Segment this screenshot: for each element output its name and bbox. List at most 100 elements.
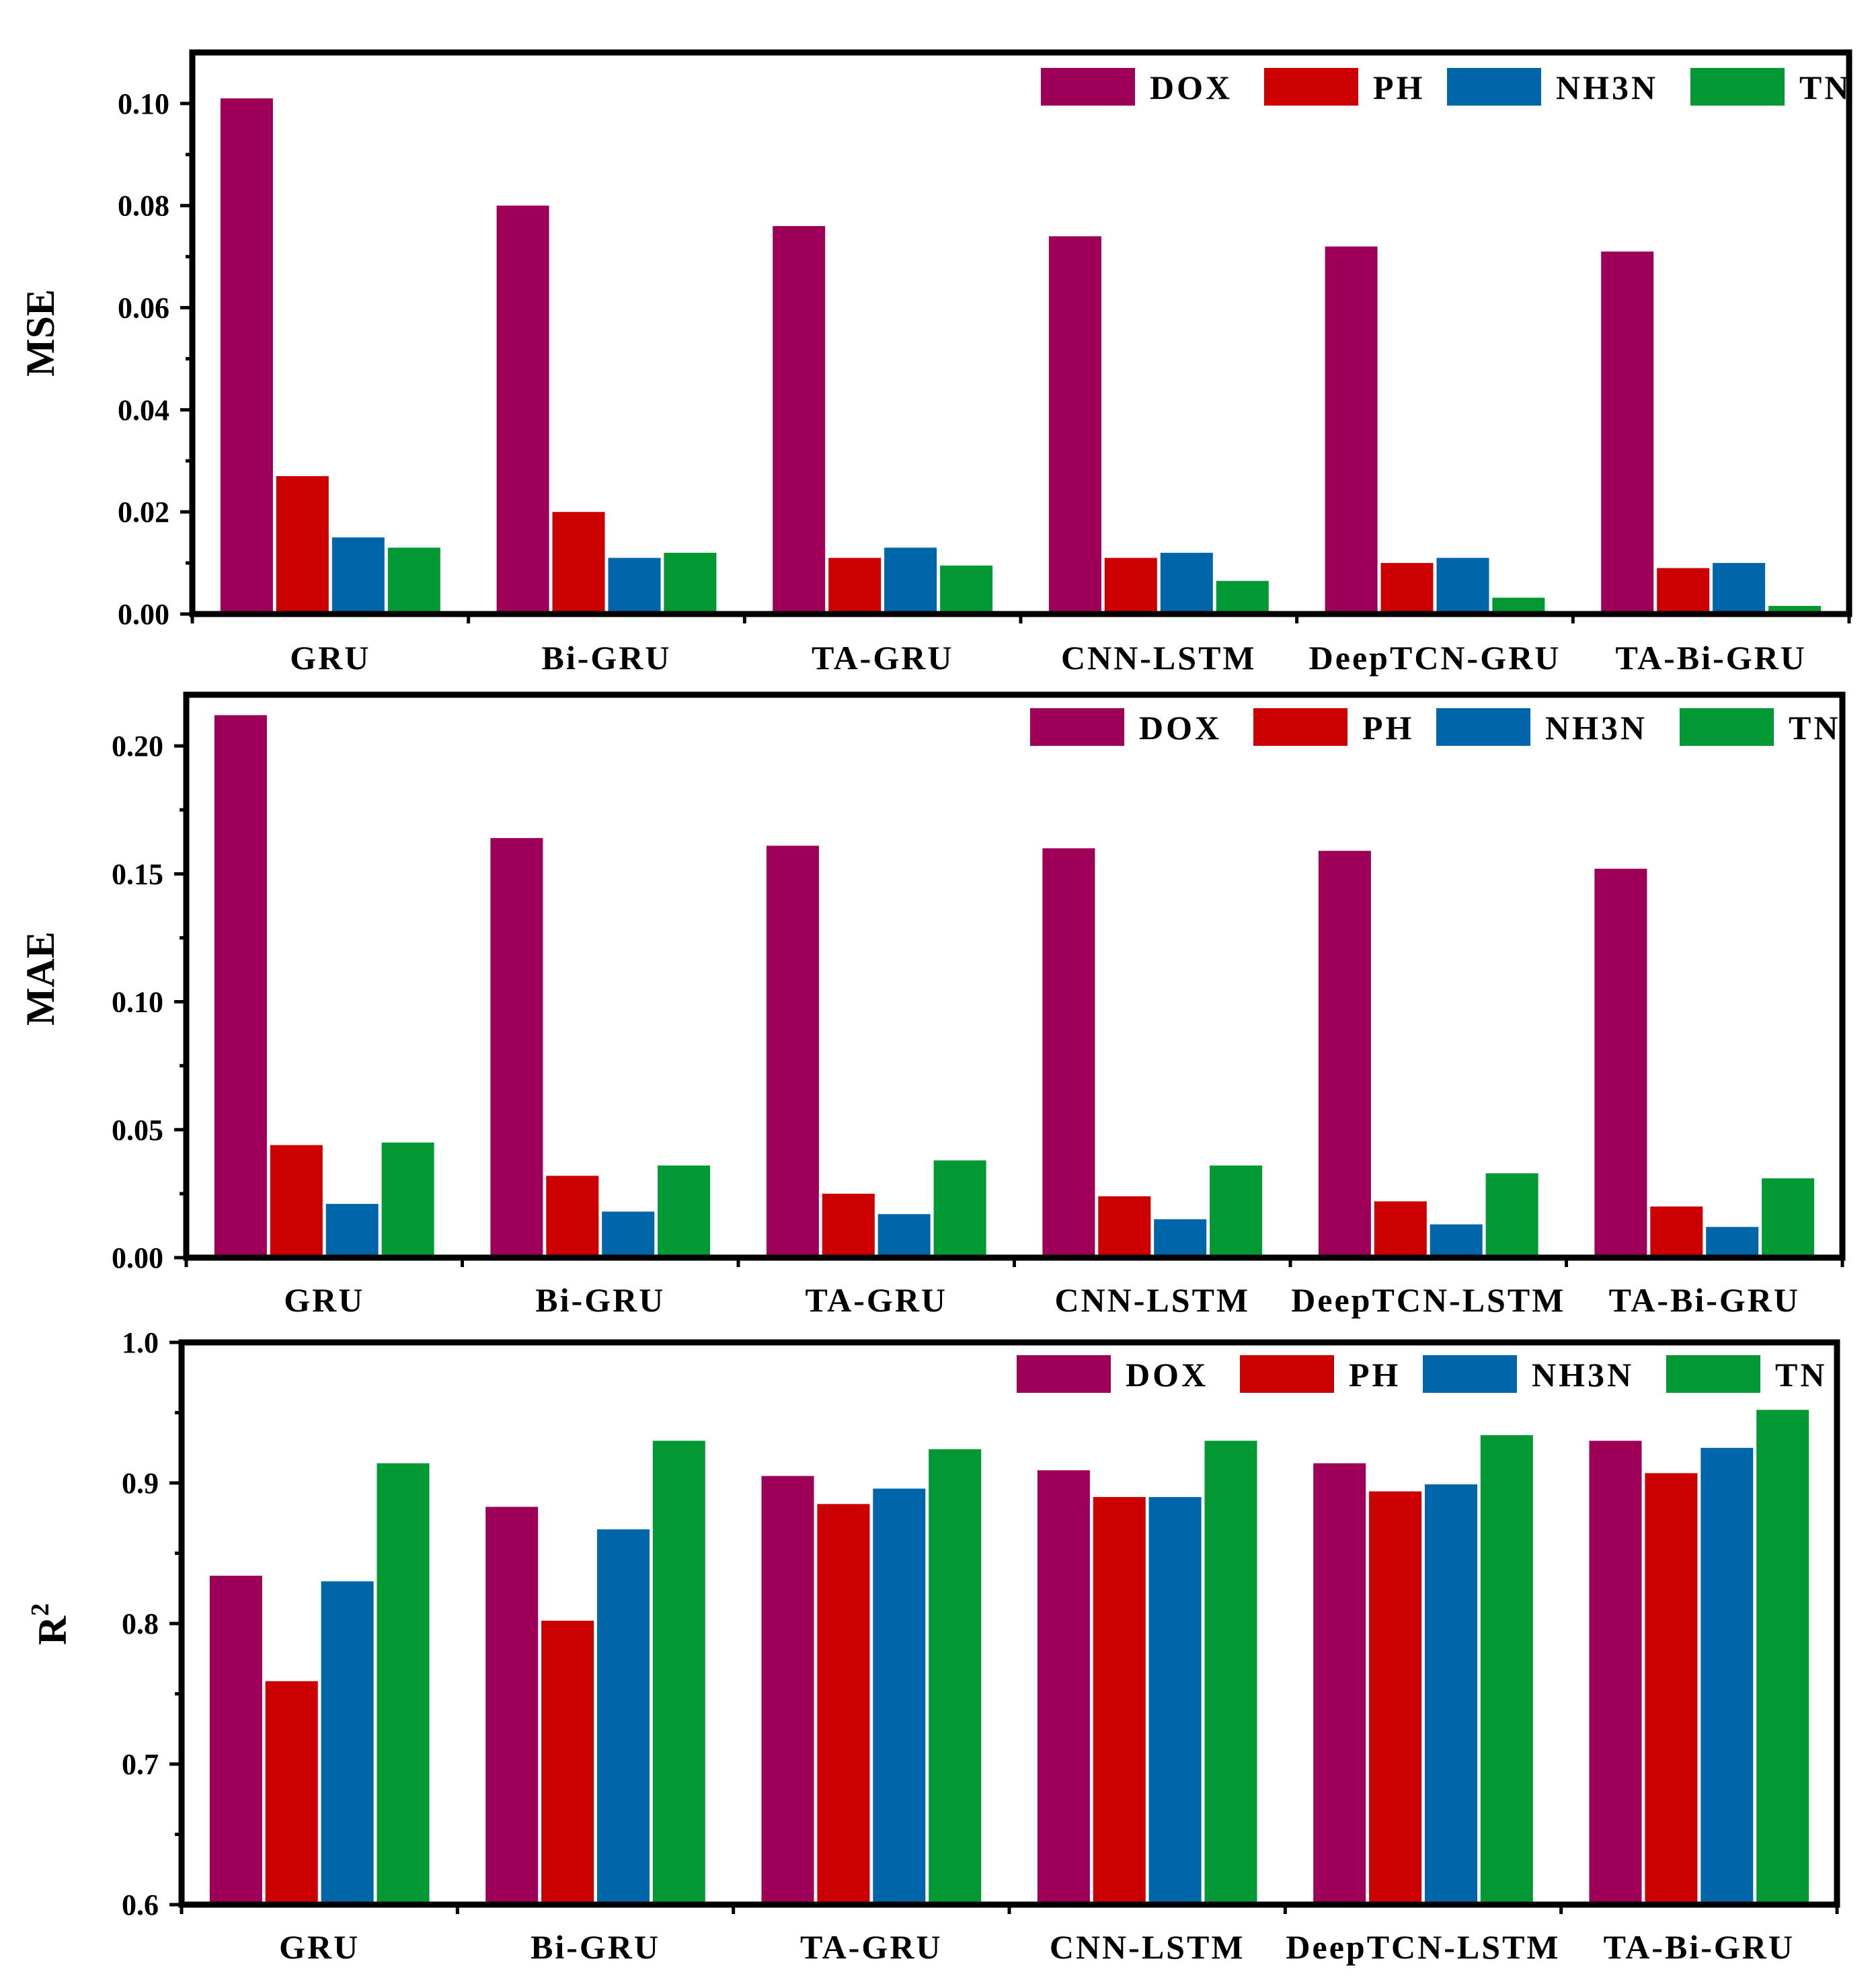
- bar-dox-bi-gru: [496, 205, 549, 614]
- chart-panel-mse: 0.00 0.02 0.04 0.06 0.08 0.10 GRU Bi-GRU TA-GRU C…: [18, 49, 1852, 677]
- bar-dox-ta-gru: [773, 226, 826, 615]
- bar-dox-deeptcn-gru: [1325, 246, 1378, 614]
- category-label: CNN-LSTM: [1054, 1281, 1250, 1319]
- bar-ph-gru: [265, 1681, 318, 1905]
- bar-ph-cnn-lstm: [1093, 1496, 1146, 1905]
- category-label: TA-Bi-GRU: [1604, 1928, 1795, 1966]
- legend-label-tn: TN: [1799, 69, 1851, 106]
- bar-nh3n-bi-gru: [602, 1211, 655, 1258]
- bar-dox-cnn-lstm: [1042, 848, 1095, 1258]
- bar-tn-ta-gru: [933, 1160, 986, 1258]
- bar-dox-ta-gru: [761, 1476, 814, 1905]
- bar-tn-deeptcn-lstm: [1480, 1435, 1533, 1905]
- y-tick-label: 0.02: [118, 496, 169, 529]
- legend-label-tn: TN: [1775, 1356, 1827, 1394]
- bar-tn-gru: [377, 1463, 430, 1905]
- bar-dox-gru: [209, 1575, 262, 1905]
- y-tick-label: 0.7: [122, 1748, 159, 1781]
- legend-label-ph: PH: [1362, 709, 1414, 747]
- y-tick-label: 0.10: [118, 87, 169, 120]
- bar-nh3n-ta-gru: [884, 547, 937, 614]
- bar-ph-ta-gru: [817, 1504, 870, 1905]
- bar-tn-deeptcn-lstm: [1485, 1173, 1538, 1258]
- bar-nh3n-bi-gru: [597, 1529, 650, 1905]
- bar-tn-ta-bi-gru: [1756, 1410, 1809, 1905]
- bar-tn-bi-gru: [652, 1441, 705, 1905]
- bar-nh3n-gru: [331, 537, 385, 614]
- bar-nh3n-cnn-lstm: [1148, 1496, 1202, 1905]
- bar-ph-bi-gru: [546, 1176, 599, 1258]
- category-label: Bi-GRU: [542, 639, 672, 677]
- bar-ph-ta-bi-gru: [1657, 568, 1710, 614]
- bar-ph-bi-gru: [552, 512, 605, 614]
- legend-label-nh3n: NH3N: [1556, 69, 1658, 106]
- bar-nh3n-gru: [325, 1204, 379, 1258]
- bar-nh3n-gru: [321, 1581, 374, 1905]
- bar-dox-ta-bi-gru: [1594, 868, 1647, 1258]
- legend-swatch-ph: [1264, 68, 1358, 106]
- bar-tn-ta-gru: [929, 1449, 982, 1905]
- y-tick-label: 0.20: [112, 730, 163, 763]
- category-label: DeepTCN-LSTM: [1286, 1928, 1560, 1966]
- category-label: GRU: [290, 639, 370, 677]
- bar-nh3n-cnn-lstm: [1154, 1219, 1207, 1258]
- bar-ph-deeptcn-gru: [1380, 563, 1434, 614]
- bar-dox-ta-gru: [766, 845, 819, 1258]
- chart-panel-mae: 0.00 0.05 0.10 0.15 0.20 GRU Bi-GRU TA-GRU CNN-L…: [18, 691, 1846, 1319]
- y-tick-label: 0.10: [112, 986, 163, 1019]
- legend-label-tn: TN: [1789, 709, 1840, 747]
- y-tick-label: 0.00: [112, 1242, 163, 1274]
- bar-nh3n-ta-bi-gru: [1701, 1447, 1754, 1905]
- bar-tn-cnn-lstm: [1216, 580, 1269, 614]
- bar-nh3n-ta-bi-gru: [1713, 563, 1766, 614]
- category-label: TA-Bi-GRU: [1609, 1281, 1800, 1319]
- bar-ph-deeptcn-lstm: [1374, 1201, 1427, 1258]
- y-tick-label: 1.0: [122, 1326, 159, 1359]
- bar-tn-cnn-lstm: [1204, 1441, 1257, 1905]
- bar-dox-gru: [214, 715, 267, 1258]
- bar-dox-cnn-lstm: [1048, 236, 1101, 614]
- bar-tn-gru: [387, 547, 440, 614]
- chart-panel-r: 0.6 0.7 0.8 0.9 1.0 GRU Bi-GRU TA-GRU CNN-LSTM De…: [26, 1326, 1840, 1966]
- bar-ph-bi-gru: [541, 1620, 594, 1905]
- bar-nh3n-ta-bi-gru: [1706, 1227, 1759, 1258]
- category-label: GRU: [284, 1281, 364, 1319]
- category-label: TA-GRU: [812, 639, 954, 677]
- legend-label-dox: DOX: [1150, 69, 1233, 106]
- legend-swatch-ph: [1253, 708, 1347, 746]
- legend-label-nh3n: NH3N: [1545, 709, 1647, 747]
- plot-frame: [189, 49, 1852, 617]
- bar-dox-bi-gru: [485, 1506, 539, 1905]
- bar-dox-deeptcn-lstm: [1318, 851, 1371, 1258]
- bar-tn-gru: [381, 1142, 434, 1258]
- category-label: CNN-LSTM: [1061, 639, 1257, 677]
- y-tick-label: 0.6: [122, 1888, 159, 1921]
- y-tick-label: 0.00: [118, 598, 169, 631]
- y-tick-label: 0.15: [112, 857, 163, 890]
- bar-tn-ta-bi-gru: [1762, 1178, 1815, 1258]
- bar-nh3n-deeptcn-lstm: [1430, 1224, 1483, 1258]
- bar-ph-ta-bi-gru: [1650, 1206, 1703, 1258]
- y-axis-title: MSE: [18, 289, 63, 377]
- bar-nh3n-ta-gru: [873, 1488, 926, 1905]
- bar-ph-ta-bi-gru: [1645, 1473, 1698, 1905]
- y-axis-title: R2: [26, 1603, 75, 1645]
- legend-swatch-nh3n: [1447, 68, 1541, 106]
- bar-tn-bi-gru: [664, 552, 717, 614]
- bar-tn-ta-gru: [940, 565, 993, 614]
- legend-label-ph: PH: [1373, 69, 1425, 106]
- bar-dox-ta-bi-gru: [1589, 1441, 1642, 1905]
- category-label: TA-Bi-GRU: [1615, 639, 1806, 677]
- category-label: TA-GRU: [800, 1928, 943, 1966]
- y-axis-title: MAE: [18, 931, 63, 1026]
- y-tick-label: 0.04: [118, 393, 169, 426]
- legend-label-dox: DOX: [1126, 1356, 1208, 1394]
- y-tick-label: 0.9: [122, 1467, 159, 1500]
- y-tick-label: 0.05: [112, 1114, 163, 1147]
- legend-swatch-tn: [1666, 1355, 1760, 1393]
- legend-swatch-tn: [1680, 708, 1774, 746]
- bar-dox-deeptcn-lstm: [1313, 1463, 1366, 1905]
- legend-swatch-dox: [1017, 1355, 1111, 1393]
- category-label: DeepTCN-GRU: [1309, 639, 1561, 677]
